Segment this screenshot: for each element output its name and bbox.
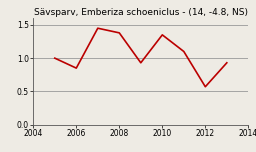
Title: Sävsparv, Emberiza schoeniclus - (14, -4.8, NS): Sävsparv, Emberiza schoeniclus - (14, -4… xyxy=(34,9,248,17)
